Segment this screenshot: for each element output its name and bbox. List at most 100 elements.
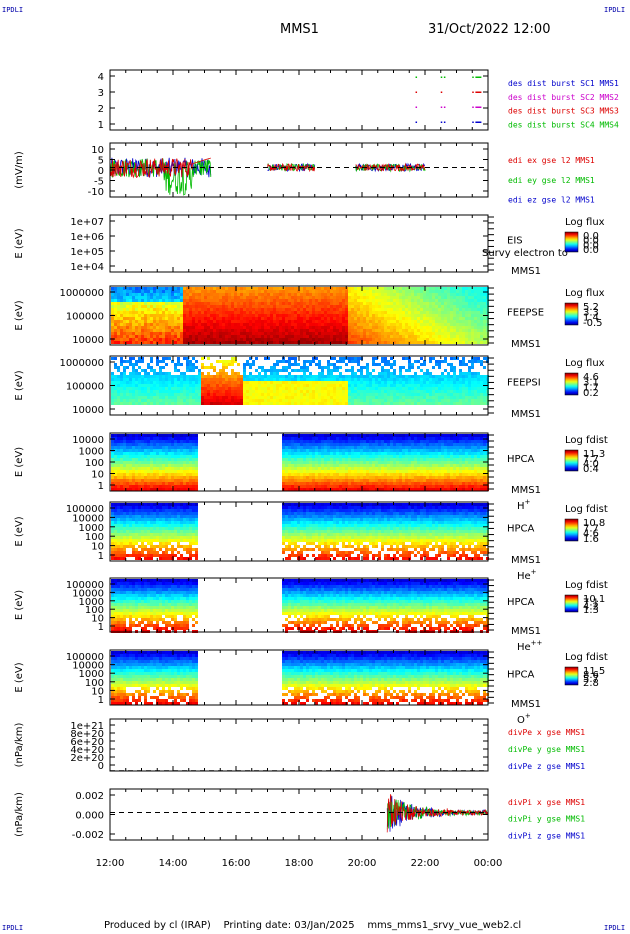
spectrogram-cell [144, 437, 147, 440]
spectrogram-cell [237, 341, 240, 344]
spectrogram-cell [456, 329, 459, 332]
spectrogram-cell [462, 290, 465, 293]
spectrogram-cell [198, 378, 201, 381]
spectrogram-cell [411, 363, 414, 366]
spectrogram-cell [309, 390, 312, 393]
spectrogram-cell [147, 299, 150, 302]
spectrogram-cell [132, 434, 135, 437]
spectrogram-cell [222, 323, 225, 326]
spectrogram-cell [153, 485, 156, 488]
spectrogram-cell [225, 308, 228, 311]
spectrogram-cell [390, 375, 393, 378]
spectrogram-cell [162, 485, 165, 488]
spectrogram-cell [213, 402, 216, 405]
spectrogram-cell [159, 473, 162, 476]
spectrogram-cell [363, 314, 366, 317]
spectrogram-cell [210, 381, 213, 384]
spectrogram-cell [375, 314, 378, 317]
burst-mark-SC2 [475, 106, 482, 108]
spectrogram-cell [426, 369, 429, 372]
spectrogram-cell [153, 449, 156, 452]
spectrogram-cell [162, 293, 165, 296]
spectrogram-cell [255, 290, 258, 293]
spectrogram-cell [435, 341, 438, 344]
spectrogram-cell [237, 329, 240, 332]
spectrogram-cell [300, 320, 303, 323]
spectrogram-cell [375, 323, 378, 326]
spectrogram-cell [405, 326, 408, 329]
spectrogram-cell [162, 458, 165, 461]
spectrogram-cell [429, 378, 432, 381]
spectrogram-cell [390, 305, 393, 308]
spectrogram-cell [150, 369, 153, 372]
spectrogram-cell [273, 329, 276, 332]
spectrogram-cell [219, 381, 222, 384]
spectrogram-cell [171, 396, 174, 399]
spectrogram-cell [189, 323, 192, 326]
spectrogram-cell [198, 317, 201, 320]
spectrogram-cell [120, 437, 123, 440]
spectrogram-cell [447, 375, 450, 378]
spectrogram-cell [459, 290, 462, 293]
spectrogram-cell [357, 290, 360, 293]
spectrogram-cell [129, 482, 132, 485]
spectrogram-cell [237, 363, 240, 366]
spectrogram-cell [111, 467, 114, 470]
spectrogram-cell [279, 296, 282, 299]
spectrogram-cell [225, 320, 228, 323]
spectrogram-cell [168, 485, 171, 488]
spectrogram-cell [327, 287, 330, 290]
spectrogram-cell [441, 287, 444, 290]
spectrogram-cell [483, 381, 486, 384]
spectrogram-cell [228, 378, 231, 381]
spectrogram-cell [219, 329, 222, 332]
spectrogram-cell [147, 341, 150, 344]
spectrogram-cell [270, 290, 273, 293]
spectrogram-cell [276, 302, 279, 305]
instrument-label-eis: EIS [507, 236, 523, 247]
spectrogram-cell [276, 363, 279, 366]
spectrogram-cell [480, 363, 483, 366]
spectrogram-cell [288, 357, 291, 360]
panel-frame-burst [109, 69, 489, 131]
spectrogram-cell [462, 372, 465, 375]
spectrogram-cell [138, 326, 141, 329]
spectrogram-cell [147, 458, 150, 461]
spectrogram-cell [177, 452, 180, 455]
spectrogram-cell [351, 375, 354, 378]
spectrogram-cell [126, 378, 129, 381]
spectrogram-cell [480, 402, 483, 405]
spectrogram-cell [189, 381, 192, 384]
spectrogram-cell [348, 320, 351, 323]
spectrogram-cell [348, 293, 351, 296]
spectrogram-cell [186, 314, 189, 317]
spectrogram-cell [141, 482, 144, 485]
spectrogram-cell [285, 396, 288, 399]
spectrogram-cell [195, 302, 198, 305]
spectrogram-cell [474, 332, 477, 335]
spectrogram-cell [333, 320, 336, 323]
spectrogram-cell [171, 443, 174, 446]
spectrogram-cell [318, 311, 321, 314]
spectrogram-cell [408, 390, 411, 393]
spectrogram-cell [369, 317, 372, 320]
spectrogram-cell [156, 393, 159, 396]
spectrogram-cell [354, 338, 357, 341]
spectrogram-cell [267, 302, 270, 305]
spectrogram-cell [417, 366, 420, 369]
spectrogram-cell [186, 320, 189, 323]
spectrogram-cell [432, 366, 435, 369]
spectrogram-cell [255, 302, 258, 305]
spectrogram-cell [441, 396, 444, 399]
spectrogram-cell [474, 399, 477, 402]
spectrogram-cell [177, 329, 180, 332]
spectrogram-cell [252, 363, 255, 366]
spectrogram-cell [129, 311, 132, 314]
spectrogram-cell [189, 363, 192, 366]
spectrogram-cell [171, 296, 174, 299]
spectrogram-cell [339, 381, 342, 384]
spectrogram-cell [156, 372, 159, 375]
spectrogram-cell [159, 399, 162, 402]
spectrogram-cell [357, 329, 360, 332]
spectrogram-cell [282, 387, 285, 390]
